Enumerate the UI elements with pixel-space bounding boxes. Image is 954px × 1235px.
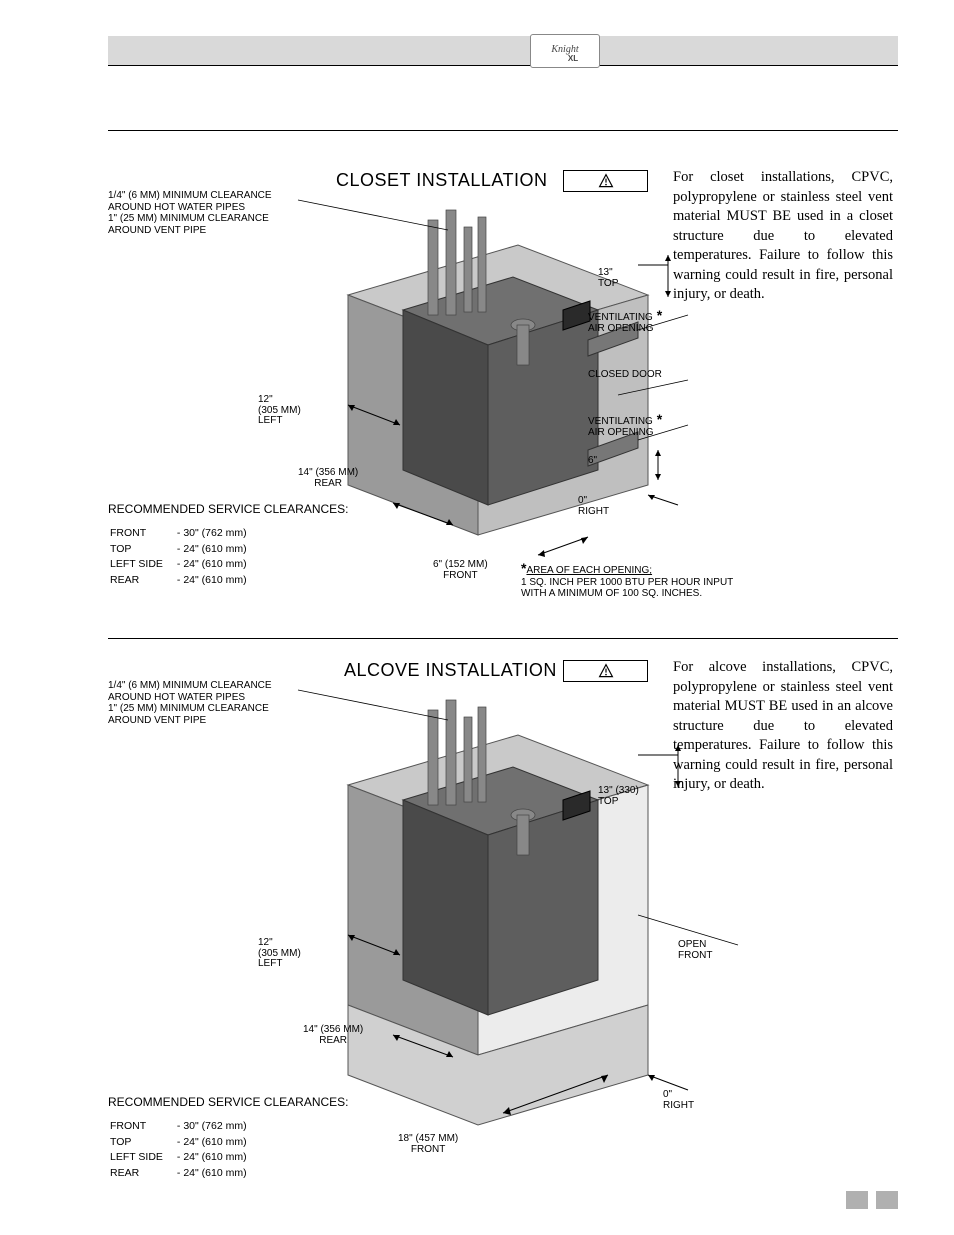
closet-dim-left: 12"(305 MM)LEFT: [258, 395, 301, 427]
alcove-clearance-header: RECOMMENDED SERVICE CLEARANCES:: [108, 1095, 349, 1109]
closet-warning-text: For closet installations, CPVC, polyprop…: [673, 168, 893, 305]
pipe-note-line: AROUND HOT WATER PIPES: [108, 202, 245, 213]
closet-dim-rear: 14" (356 MM)REAR: [298, 468, 358, 489]
closet-dim-top: 13"TOP: [598, 268, 618, 289]
alcove-dim-top: 13" (330)TOP: [598, 786, 639, 807]
page-square-left: [846, 1191, 868, 1209]
closet-diagram: [288, 205, 668, 585]
section-alcove: ALCOVE INSTALLATION For alcove installat…: [108, 650, 898, 1205]
svg-text:XL: XL: [568, 54, 578, 63]
alcove-dim-left: 12"(305 MM)LEFT: [258, 938, 301, 970]
closet-dim-right: 0"RIGHT: [578, 496, 609, 517]
alcove-clearance-table: FRONT- 30" (762 mm) TOP- 24" (610 mm) LE…: [108, 1118, 249, 1183]
section-divider: [108, 638, 898, 639]
alcove-open-front: OPENFRONT: [678, 940, 712, 961]
closet-footnote: *AREA OF EACH OPENING; 1 SQ. INCH PER 10…: [521, 560, 733, 600]
pipe-note-line: AROUND HOT WATER PIPES: [108, 692, 245, 703]
closet-closed-door: CLOSED DOOR: [588, 370, 662, 381]
closet-title: CLOSET INSTALLATION: [336, 170, 548, 191]
warning-triangle-icon: [598, 173, 614, 189]
section-closet: CLOSET INSTALLATION For closet installat…: [108, 160, 898, 630]
closet-dim-front: 6" (152 MM)FRONT: [433, 560, 488, 581]
alcove-diagram: [288, 695, 668, 1125]
alcove-title: ALCOVE INSTALLATION: [344, 660, 557, 681]
brand-logo: KnightXL: [530, 34, 600, 68]
header-bar: [108, 36, 898, 66]
warning-icon-box: [563, 660, 648, 682]
alcove-pipe-note: 1/4" (6 MM) MINIMUM CLEARANCE AROUND HOT…: [108, 680, 272, 726]
pipe-note-line: 1/4" (6 MM) MINIMUM CLEARANCE: [108, 680, 272, 691]
warning-icon-box: [563, 170, 648, 192]
closet-pipe-note: 1/4" (6 MM) MINIMUM CLEARANCE AROUND HOT…: [108, 190, 272, 236]
closet-clearance-header: RECOMMENDED SERVICE CLEARANCES:: [108, 502, 349, 516]
top-rule: [108, 130, 898, 131]
alcove-dim-rear: 14" (356 MM)REAR: [303, 1025, 363, 1046]
pipe-note-line: 1/4" (6 MM) MINIMUM CLEARANCE: [108, 190, 272, 201]
closet-dim-six: 6": [588, 456, 597, 467]
alcove-dim-right: 0"RIGHT: [663, 1090, 694, 1111]
pipe-note-line: AROUND VENT PIPE: [108, 225, 206, 236]
page-square-right: [876, 1191, 898, 1209]
alcove-dim-front: 18" (457 MM)FRONT: [398, 1134, 458, 1155]
alcove-warning-text: For alcove installations, CPVC, polyprop…: [673, 658, 893, 795]
pipe-note-line: AROUND VENT PIPE: [108, 715, 206, 726]
warning-triangle-icon: [598, 663, 614, 679]
closet-clearance-table: FRONT- 30" (762 mm) TOP- 24" (610 mm) LE…: [108, 525, 249, 590]
pipe-note-line: 1" (25 MM) MINIMUM CLEARANCE: [108, 703, 269, 714]
pipe-note-line: 1" (25 MM) MINIMUM CLEARANCE: [108, 213, 269, 224]
closet-vent-lower: VENTILATING *AIR OPENING: [588, 412, 662, 438]
closet-vent-upper: VENTILATING *AIR OPENING: [588, 308, 662, 334]
